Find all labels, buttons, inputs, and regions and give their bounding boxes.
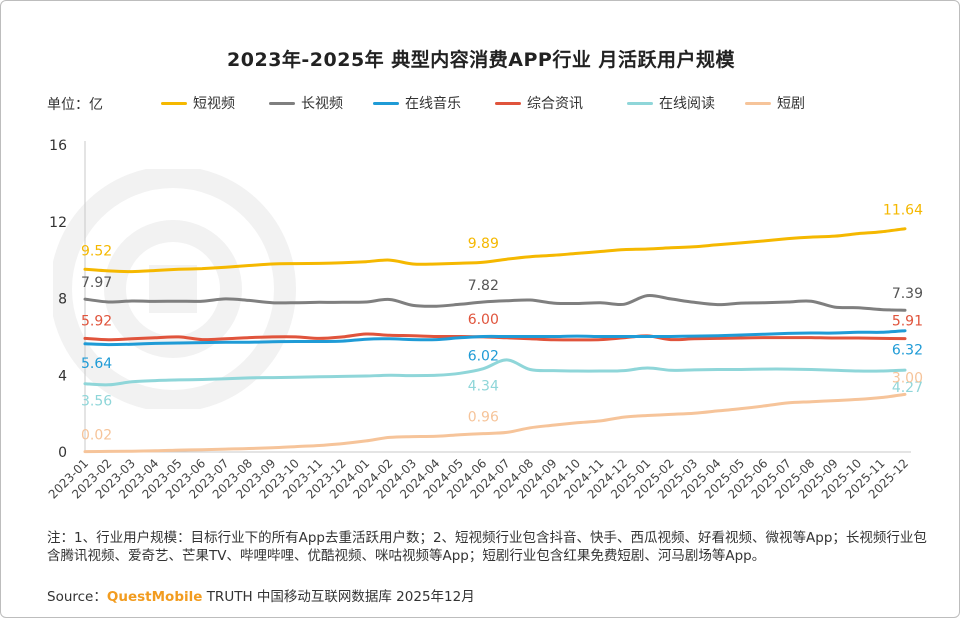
- series-line-在线阅读: [83, 358, 907, 387]
- data-label: 6.00: [468, 312, 499, 328]
- questmobile-watermark: [53, 169, 296, 409]
- legend-label: 短剧: [777, 96, 805, 112]
- unit-label: 单位：亿: [47, 97, 103, 113]
- data-label: 7.39: [892, 286, 923, 302]
- chart-title: 2023年-2025年 典型内容消费APP行业 月活跃用户规模: [227, 49, 735, 71]
- source-suffix: TRUTH 中国移动互联网数据库 2025年12月: [206, 589, 475, 605]
- series-line-短剧: [83, 392, 907, 454]
- series-line-短视频: [83, 227, 907, 274]
- y-tick-label: 0: [58, 445, 67, 461]
- data-label: 4.27: [892, 380, 923, 396]
- y-tick-label: 8: [58, 292, 67, 308]
- data-label: 6.32: [892, 343, 923, 359]
- legend-swatch: [745, 102, 771, 105]
- legend-label: 在线音乐: [405, 96, 461, 112]
- legend-swatch: [495, 102, 521, 105]
- legend-swatch: [373, 102, 399, 105]
- legend-label: 短视频: [193, 96, 235, 112]
- data-label: 4.34: [468, 379, 499, 395]
- y-tick-label: 16: [49, 138, 67, 154]
- data-label: 7.97: [81, 275, 112, 291]
- data-label: 7.82: [468, 278, 499, 294]
- source-prefix: Source：: [47, 589, 107, 605]
- data-label: 9.52: [81, 243, 112, 259]
- legend-label: 在线阅读: [659, 96, 715, 112]
- footnote: 注：1、行业用户规模：目标行业下的所有App去重活跃用户数；2、短视频行业包含抖…: [47, 530, 927, 564]
- data-label: 9.89: [468, 236, 499, 252]
- y-tick-label: 4: [58, 368, 67, 384]
- legend-swatch: [161, 102, 187, 105]
- legend-label: 综合资讯: [527, 96, 583, 112]
- source-brand: QuestMobile: [106, 589, 203, 605]
- data-label: 5.92: [81, 313, 112, 329]
- series-line-长视频: [83, 293, 907, 312]
- source-line: Source：QuestMobile TRUTH 中国移动互联网数据库 2025…: [47, 585, 475, 605]
- data-label: 5.91: [892, 314, 923, 330]
- series-line-在线音乐: [83, 329, 907, 347]
- data-label: 0.96: [468, 410, 499, 426]
- data-label: 11.64: [883, 203, 923, 219]
- data-label: 0.02: [81, 428, 112, 444]
- line-chart: 04812162023-012023-022023-032023-042023-…: [46, 138, 923, 502]
- data-label: 3.56: [81, 394, 112, 410]
- y-tick-label: 12: [49, 215, 67, 231]
- data-label: 3.00: [892, 370, 923, 386]
- legend-swatch: [627, 102, 653, 105]
- data-label: 6.02: [468, 348, 499, 364]
- legend-swatch: [269, 102, 295, 105]
- legend-label: 长视频: [301, 96, 343, 112]
- data-label: 5.64: [81, 356, 112, 372]
